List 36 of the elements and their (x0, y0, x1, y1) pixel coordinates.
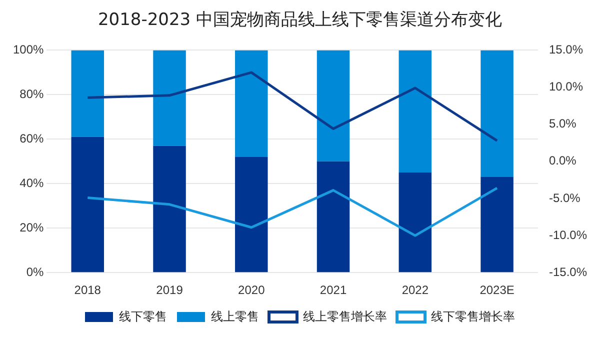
legend-label: 线上零售 (211, 309, 259, 324)
legend-label: 线下零售增长率 (431, 309, 515, 324)
bar (153, 146, 186, 272)
x-tick-label: 2023E (480, 283, 514, 298)
x-tick-label: 2021 (320, 283, 347, 298)
bar (480, 176, 514, 272)
x-tick-label: 2018 (74, 283, 102, 298)
y-tick-label: 0% (26, 264, 44, 279)
bar (398, 172, 432, 272)
x-tick-label: 2020 (238, 283, 266, 298)
bar (235, 50, 268, 157)
bar (153, 50, 186, 146)
y-tick-label: 80% (20, 86, 44, 101)
y2-tick-label: 0.0% (548, 154, 577, 168)
y-tick-label: 20% (20, 220, 44, 234)
x-tick-label: 2019 (156, 283, 184, 298)
y-tick-label: 40% (20, 176, 44, 190)
bar (480, 50, 514, 177)
bar (398, 50, 432, 173)
x-tick-label: 2022 (402, 283, 429, 298)
legend-label: 线下零售 (119, 309, 167, 324)
y2-tick-label: -10.0% (548, 228, 588, 242)
bar (316, 161, 350, 272)
y2-tick-label: -5.0% (548, 190, 581, 205)
y-tick-label: 60% (20, 131, 44, 146)
y2-tick-label: -15.0% (548, 264, 588, 279)
bar (316, 50, 350, 162)
y2-tick-label: 5.0% (548, 116, 577, 131)
y2-tick-label: 15.0% (548, 42, 584, 57)
bar (71, 50, 104, 137)
bar (71, 136, 104, 272)
y2-tick-label: 10.0% (548, 80, 584, 94)
legend-label: 线上零售增长率 (303, 309, 387, 324)
chart-title: 2018-2023 中国宠物商品线上线下零售渠道分布变化 (96, 9, 504, 32)
bar (235, 156, 268, 272)
y-tick-label: 100% (12, 42, 44, 57)
